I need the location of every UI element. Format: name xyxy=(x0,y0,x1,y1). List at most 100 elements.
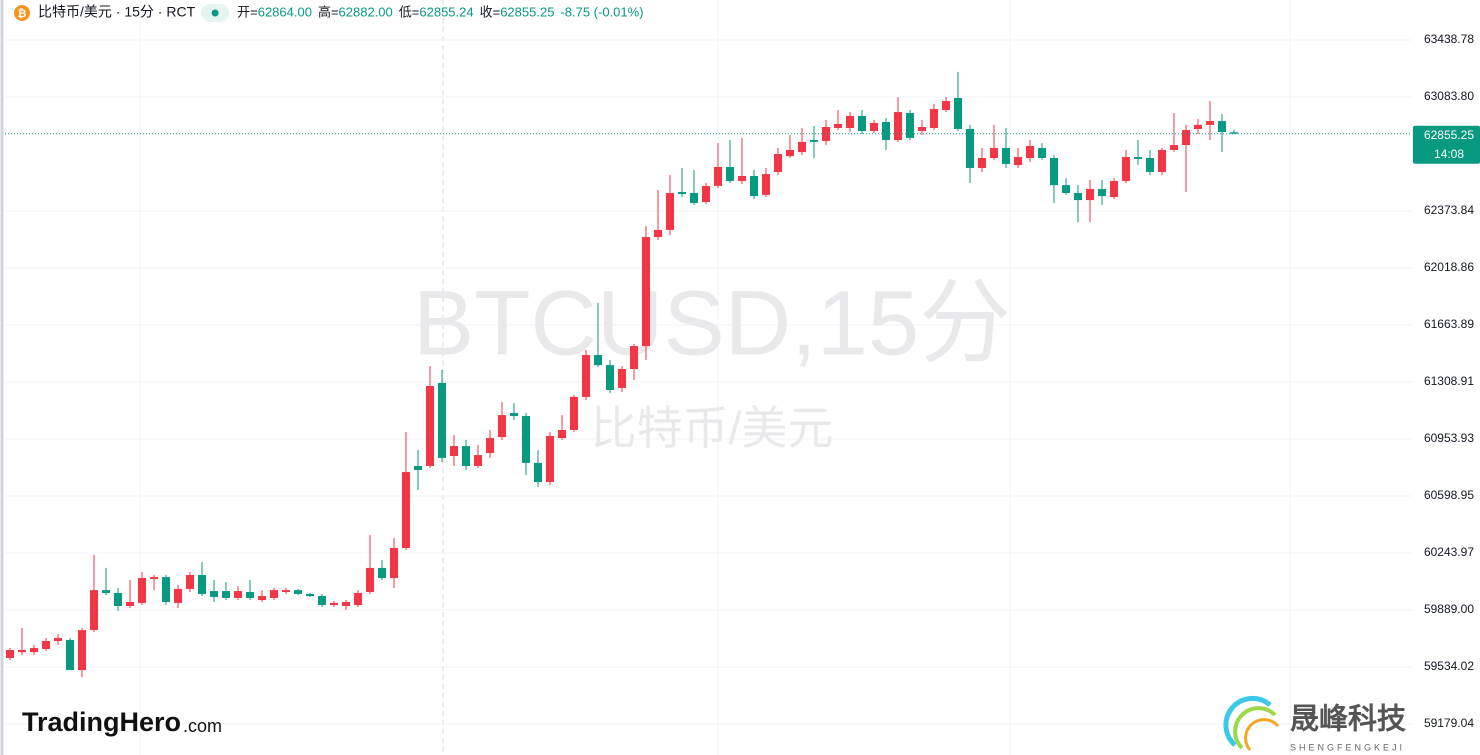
candle-body xyxy=(558,430,566,439)
candle-body xyxy=(354,592,362,606)
candle-body xyxy=(138,578,146,603)
symbol-title: 比特币/美元 · 15分 · RCT xyxy=(38,4,196,20)
ohlc-change: -8.75 (-0.01%) xyxy=(560,4,643,19)
watermark-symbol: BTCUSD,15分 xyxy=(413,272,1011,374)
time-grid xyxy=(139,0,1291,755)
candle-body xyxy=(66,640,74,671)
candle-body xyxy=(1014,157,1022,166)
candle-body xyxy=(378,567,386,579)
candle-body xyxy=(270,590,278,598)
candle-body xyxy=(714,166,722,186)
candle-body xyxy=(1146,158,1154,172)
y-tick-label: 60598.95 xyxy=(1424,488,1474,502)
candle-body xyxy=(750,175,758,197)
candle-body xyxy=(402,472,410,549)
candle-body xyxy=(222,591,230,598)
candle-body xyxy=(522,416,530,463)
candle-body xyxy=(654,229,662,238)
watermark-name: 比特币/美元 xyxy=(591,402,834,454)
last-price-label: 62855.25 xyxy=(1424,128,1474,142)
candle-body xyxy=(582,355,590,397)
candle-body xyxy=(18,649,26,653)
candle-body xyxy=(966,128,974,168)
y-tick-label: 61308.91 xyxy=(1424,374,1474,388)
candle-body xyxy=(162,577,170,602)
logo-right: 晟峰科技 SHENGFENGKEJI xyxy=(1223,695,1406,752)
logo-suffix: .com xyxy=(183,716,222,736)
candle-body xyxy=(822,127,830,141)
candles xyxy=(5,71,1412,677)
candle-body xyxy=(1002,148,1010,164)
candle-body xyxy=(882,122,890,141)
header: ₿ 比特币/美元 · 15分 · RCT 开= 62864.00 高= 62882.0… xyxy=(14,4,644,22)
candle-body xyxy=(810,140,818,142)
y-tick-label: 59534.02 xyxy=(1424,659,1474,673)
candle-body xyxy=(546,435,554,483)
logo-swirl xyxy=(1244,718,1280,751)
candle-body xyxy=(126,601,134,606)
candle-body xyxy=(306,593,314,597)
y-tick-label: 62373.84 xyxy=(1424,203,1474,217)
candle-body xyxy=(858,115,866,132)
candle-body xyxy=(666,193,674,230)
candle-body xyxy=(114,592,122,606)
candle-body xyxy=(726,166,734,181)
candle-body xyxy=(450,446,458,457)
logo-text: TradingHero xyxy=(22,707,181,737)
candle-body xyxy=(1122,157,1130,181)
candle-body xyxy=(366,567,374,593)
candle-body xyxy=(90,590,98,631)
candle-body xyxy=(1050,158,1058,186)
candle-body xyxy=(6,649,14,659)
candle-body xyxy=(1194,124,1202,129)
ohlc-value: 62855.24 xyxy=(419,4,473,19)
ohlc-value: 62855.25 xyxy=(500,4,554,19)
candle-body xyxy=(534,462,542,483)
candle-body xyxy=(510,412,518,417)
candle-body xyxy=(990,148,998,159)
candle-body xyxy=(1206,121,1214,125)
ohlc-key: 开= xyxy=(237,4,258,19)
candle-body xyxy=(690,193,698,203)
y-tick-label: 63438.78 xyxy=(1424,32,1474,46)
y-tick-label: 62018.86 xyxy=(1424,260,1474,274)
candle-body xyxy=(1170,144,1178,150)
candle-body xyxy=(294,590,302,594)
candle-body xyxy=(186,575,194,589)
candle-body xyxy=(894,112,902,141)
ohlc-key: 收= xyxy=(480,4,501,19)
logo-left: TradingHero .com xyxy=(22,707,222,737)
candle-body xyxy=(426,386,434,466)
candle-body xyxy=(1182,130,1190,145)
candle-body xyxy=(1062,185,1070,194)
logo-swirl xyxy=(1233,706,1277,750)
candle-body xyxy=(438,382,446,458)
candle-body xyxy=(54,637,62,641)
y-tick-label: 59179.04 xyxy=(1424,716,1474,730)
candle-body xyxy=(246,592,254,598)
candle-body xyxy=(390,548,398,579)
logo-swirl xyxy=(1223,695,1272,747)
candle-body xyxy=(630,346,638,369)
logo-subtext: SHENGFENGKEJI xyxy=(1290,742,1405,752)
countdown-label: 14:08 xyxy=(1434,147,1464,161)
candle-body xyxy=(942,100,950,110)
candle-body xyxy=(486,438,494,453)
y-tick-label: 59889.00 xyxy=(1424,602,1474,616)
coin-icon xyxy=(14,5,30,21)
candle-body xyxy=(834,123,842,128)
candle-body xyxy=(174,588,182,603)
ohlc-value: 62882.00 xyxy=(339,4,393,19)
candle-body xyxy=(234,591,242,598)
candle-body xyxy=(1086,188,1094,201)
grid xyxy=(5,39,1412,725)
candle-body xyxy=(570,396,578,431)
candle-body xyxy=(210,591,218,597)
candle-body xyxy=(1230,132,1238,134)
candle-body xyxy=(1098,188,1106,197)
candle-body xyxy=(330,602,338,606)
coin-glyph: ₿ xyxy=(18,8,27,20)
candle-body xyxy=(1026,145,1034,159)
